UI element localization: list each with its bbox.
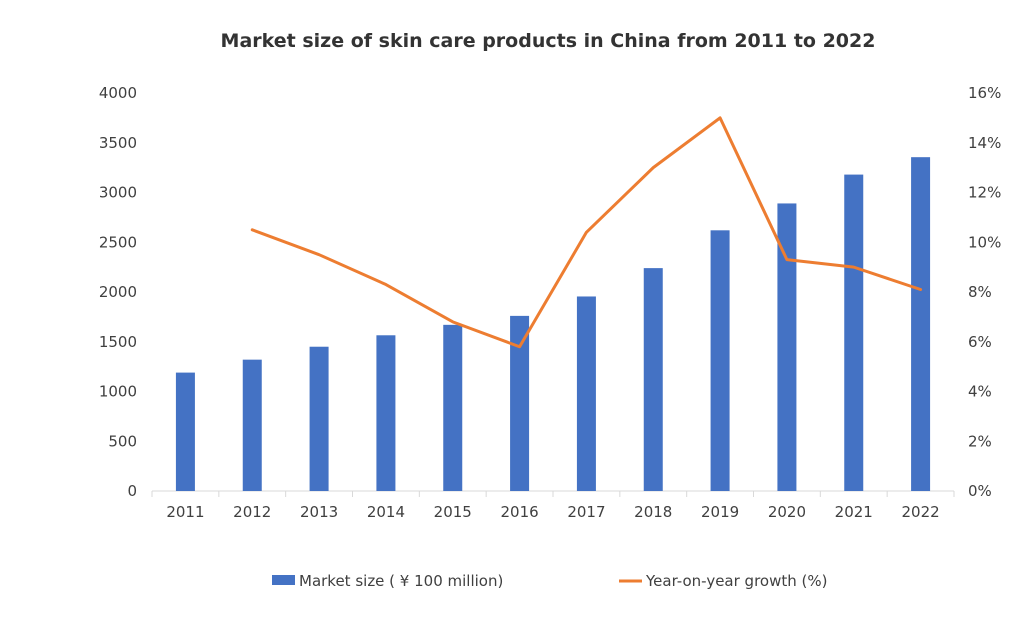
left-y-tick-label: 1000 — [99, 383, 137, 401]
x-tick-label: 2019 — [701, 503, 739, 521]
bar-market-size — [643, 268, 663, 491]
left-y-tick-label: 3000 — [99, 184, 137, 202]
bar-market-size — [844, 174, 864, 491]
x-tick-label: 2022 — [901, 503, 939, 521]
x-tick-label: 2012 — [233, 503, 271, 521]
legend-label-growth: Year-on-year growth (%) — [645, 572, 827, 590]
left-y-tick-label: 4000 — [99, 84, 137, 102]
x-tick-label: 2021 — [835, 503, 873, 521]
bar-market-size — [309, 346, 329, 491]
x-tick-label: 2014 — [367, 503, 405, 521]
legend: Market size ( ¥ 100 million) Year-on-yea… — [272, 572, 827, 590]
x-tick-label: 2016 — [500, 503, 538, 521]
left-y-tick-label: 500 — [108, 432, 137, 450]
right-y-tick-label: 10% — [968, 233, 1001, 251]
x-tick-label: 2015 — [434, 503, 472, 521]
x-axis: 2011 2012 2013 2014 2015 2016 2017 2018 2019 2020… — [151, 491, 955, 521]
bar-market-size — [376, 335, 396, 491]
bar-market-size — [576, 296, 596, 491]
right-y-tick-label: 8% — [968, 283, 992, 301]
right-y-tick-label: 16% — [968, 84, 1001, 102]
bar-market-size — [710, 230, 730, 491]
bar-series — [175, 157, 931, 492]
bar-market-size — [242, 359, 262, 491]
x-tick-label: 2020 — [768, 503, 806, 521]
right-y-axis: 0% 2% 4% 6% 8% 10% 12% 14% 16% — [968, 84, 1001, 500]
legend-label-market-size: Market size ( ¥ 100 million) — [299, 572, 503, 590]
line-growth — [250, 116, 923, 349]
left-y-tick-label: 2000 — [99, 283, 137, 301]
bar-market-size — [175, 372, 195, 491]
x-tick-label: 2013 — [300, 503, 338, 521]
left-y-tick-label: 0 — [127, 482, 137, 500]
right-y-tick-label: 2% — [968, 432, 992, 450]
legend-swatch-market-size — [272, 575, 295, 585]
left-y-axis: 0 500 1000 1500 2000 2500 3000 3500 4000 — [99, 84, 137, 500]
bar-market-size — [777, 203, 797, 491]
right-y-tick-label: 4% — [968, 383, 992, 401]
bar-market-size — [911, 157, 931, 492]
x-tick-label: 2011 — [166, 503, 204, 521]
right-y-tick-label: 0% — [968, 482, 992, 500]
right-y-tick-label: 14% — [968, 134, 1001, 152]
right-y-tick-label: 6% — [968, 333, 992, 351]
left-y-tick-label: 2500 — [99, 233, 137, 251]
chart-title: Market size of skin care products in Chi… — [221, 30, 876, 52]
line-series — [250, 116, 923, 349]
bar-market-size — [510, 315, 530, 491]
left-y-tick-label: 3500 — [99, 134, 137, 152]
left-y-tick-label: 1500 — [99, 333, 137, 351]
x-tick-label: 2018 — [634, 503, 672, 521]
x-tick-label: 2017 — [567, 503, 605, 521]
bar-market-size — [443, 324, 463, 491]
right-y-tick-label: 12% — [968, 184, 1001, 202]
